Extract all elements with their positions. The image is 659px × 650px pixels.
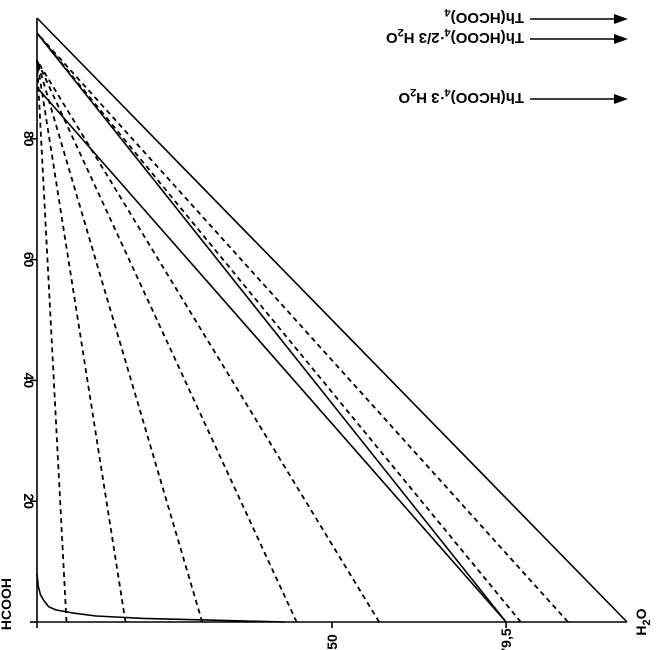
dashed-line	[36, 59, 380, 623]
dashed-line	[36, 32, 522, 623]
vertex-label-hcooh: HCOOH	[0, 578, 14, 630]
annotation-label: Th(HCOO)4·2/3 H2O	[386, 26, 524, 46]
solid-line	[36, 86, 507, 623]
water-axis-tick-label: 40	[21, 373, 37, 389]
acid-axis-tick-label: 50	[324, 634, 340, 650]
arrow-head	[614, 14, 628, 24]
water-axis-tick-label: 20	[21, 493, 37, 509]
solid-line	[36, 17, 628, 623]
water-axis-tick-label: 60	[21, 252, 37, 268]
dashed-line	[36, 32, 569, 623]
acid-axis-tick-label: 79,5	[498, 628, 514, 650]
solubility-curve	[36, 573, 285, 623]
water-axis-tick-label: 80	[21, 131, 37, 147]
dashed-line	[36, 60, 204, 623]
dashed-line	[36, 60, 127, 623]
arrow-head	[614, 94, 628, 104]
annotation-label: Th(HCOO)4	[444, 6, 524, 26]
dashed-line	[36, 60, 68, 623]
axes-layer: 50 79,5 20 40 60 80	[21, 18, 627, 650]
arrow-head	[614, 34, 628, 44]
annotation-label: Th(HCOO)4·3 H2O	[398, 86, 524, 106]
dashed-line	[36, 59, 298, 623]
annotation-layer: Th(HCOO)4Th(HCOO)4·2/3 H2O Th(HCOO)4·3 H2…	[386, 6, 628, 106]
lines-layer	[36, 17, 628, 623]
vertex-label-water: H2O	[633, 608, 653, 635]
labels-layer: HCOOH H2O	[0, 578, 653, 636]
solid-line	[36, 32, 507, 623]
